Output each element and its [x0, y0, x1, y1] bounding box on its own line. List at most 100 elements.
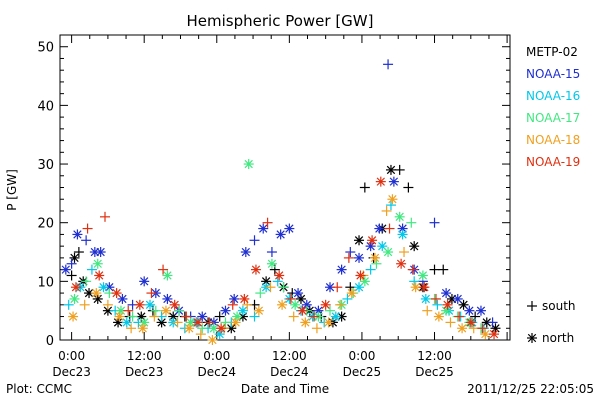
data-markers — [60, 59, 501, 345]
point-metp-02-north — [354, 235, 365, 246]
point-noaa-15-north — [441, 288, 452, 299]
legend-entry: METP-02 — [526, 45, 578, 59]
point-noaa-19-south — [181, 311, 192, 322]
point-noaa-18-north — [457, 323, 468, 334]
x-tick-time-label: 12:00 — [417, 349, 452, 363]
x-tick-date-label: Dec25 — [343, 365, 382, 379]
point-metp-02-south — [403, 182, 414, 193]
point-noaa-19-north — [192, 317, 203, 328]
point-noaa-16-north — [330, 311, 341, 322]
series-noaa-19 — [70, 176, 500, 340]
point-noaa-18-north — [160, 305, 171, 316]
point-noaa-19-south — [430, 293, 441, 304]
point-noaa-17-north — [92, 258, 103, 269]
y-tick-label: 20 — [37, 217, 54, 232]
point-noaa-19-north — [375, 176, 386, 187]
point-noaa-17-north — [417, 270, 428, 281]
point-noaa-17-north — [162, 270, 173, 281]
point-noaa-18-north — [387, 194, 398, 205]
point-noaa-15-north — [452, 293, 463, 304]
point-noaa-18-south — [288, 311, 299, 322]
series-metp-02 — [66, 164, 501, 334]
point-noaa-17-north — [394, 211, 405, 222]
point-noaa-15-north — [139, 276, 150, 287]
point-noaa-17-south — [406, 217, 417, 228]
point-noaa-19-south — [309, 311, 320, 322]
point-noaa-15-south — [383, 59, 394, 70]
point-noaa-18-south — [195, 329, 206, 340]
point-metp-02-north — [409, 241, 420, 252]
point-noaa-18-south — [422, 305, 433, 316]
point-noaa-15-north — [275, 229, 286, 240]
point-noaa-19-north — [111, 288, 122, 299]
point-noaa-15-north — [220, 305, 231, 316]
point-noaa-18-south — [126, 323, 137, 334]
point-noaa-15-south — [249, 235, 260, 246]
point-noaa-17-south — [127, 311, 138, 322]
point-noaa-19-south — [285, 293, 296, 304]
point-noaa-16-north — [397, 229, 408, 240]
point-noaa-16-north — [121, 317, 132, 328]
point-noaa-18-south — [102, 299, 113, 310]
point-noaa-18-north — [253, 305, 264, 316]
x-tick-time-label: 12:00 — [127, 349, 162, 363]
point-noaa-18-north — [410, 282, 421, 293]
legend-north-label: north — [542, 331, 574, 345]
point-noaa-19-south — [332, 282, 343, 293]
point-noaa-19-south — [384, 223, 395, 234]
point-metp-02-north — [113, 317, 124, 328]
point-noaa-18-north — [91, 288, 102, 299]
point-metp-02-south — [73, 247, 84, 258]
legend-entry: NOAA-15 — [526, 67, 580, 81]
point-noaa-18-north — [230, 317, 241, 328]
point-noaa-19-south — [146, 288, 157, 299]
point-noaa-15-north — [293, 288, 304, 299]
point-noaa-19-north — [70, 282, 81, 293]
point-noaa-19-north — [239, 293, 250, 304]
point-noaa-15-north — [354, 252, 365, 263]
legend-south-label: south — [542, 299, 576, 313]
footer-timestamp: 2011/12/25 22:05:05 — [467, 382, 594, 396]
y-tick-label: 10 — [37, 275, 54, 290]
point-noaa-15-north — [388, 176, 399, 187]
point-noaa-18-north — [370, 252, 380, 263]
point-noaa-17-north — [243, 159, 254, 170]
point-noaa-15-north — [240, 247, 251, 258]
point-noaa-16-south — [342, 293, 353, 304]
point-noaa-17-north — [69, 293, 80, 304]
x-tick-date-label: Dec23 — [125, 365, 164, 379]
point-noaa-18-south — [335, 299, 346, 310]
x-tick-time-label: 0:00 — [348, 349, 375, 363]
point-noaa-17-south — [220, 317, 231, 328]
point-noaa-19-north — [274, 270, 285, 281]
point-noaa-19-north — [396, 258, 407, 269]
point-noaa-19-north — [216, 323, 227, 334]
y-tick-label: 50 — [37, 41, 54, 56]
y-tick-label: 0 — [46, 334, 54, 349]
point-noaa-17-south — [81, 276, 92, 287]
point-noaa-16-north — [420, 293, 431, 304]
point-noaa-15-north — [95, 247, 106, 258]
y-tick-label: 40 — [37, 99, 54, 114]
point-noaa-16-south — [365, 264, 376, 275]
point-noaa-18-north — [323, 317, 334, 328]
point-metp-02-north — [84, 288, 95, 299]
point-noaa-16-south — [385, 200, 396, 211]
point-noaa-15-north — [162, 293, 173, 304]
point-noaa-19-north — [169, 299, 180, 310]
point-noaa-19-south — [100, 211, 110, 222]
point-noaa-19-south — [343, 252, 354, 263]
point-noaa-15-south — [66, 258, 77, 269]
x-tick-date-label: Dec25 — [415, 365, 454, 379]
point-noaa-15-south — [487, 317, 498, 328]
point-noaa-18-north — [68, 311, 79, 322]
point-noaa-19-south — [454, 311, 465, 322]
point-noaa-19-north — [367, 235, 378, 246]
point-noaa-15-north — [475, 305, 486, 316]
axis-ticks: 0 10 20 30 40 50 0:00 Dec23 12:00 Dec23 0:00 Dec24 1… — [37, 34, 510, 379]
point-noaa-17-south — [255, 288, 266, 299]
point-noaa-18-south — [445, 317, 456, 328]
point-noaa-15-north — [117, 293, 128, 304]
point-metp-02-north — [385, 164, 396, 175]
